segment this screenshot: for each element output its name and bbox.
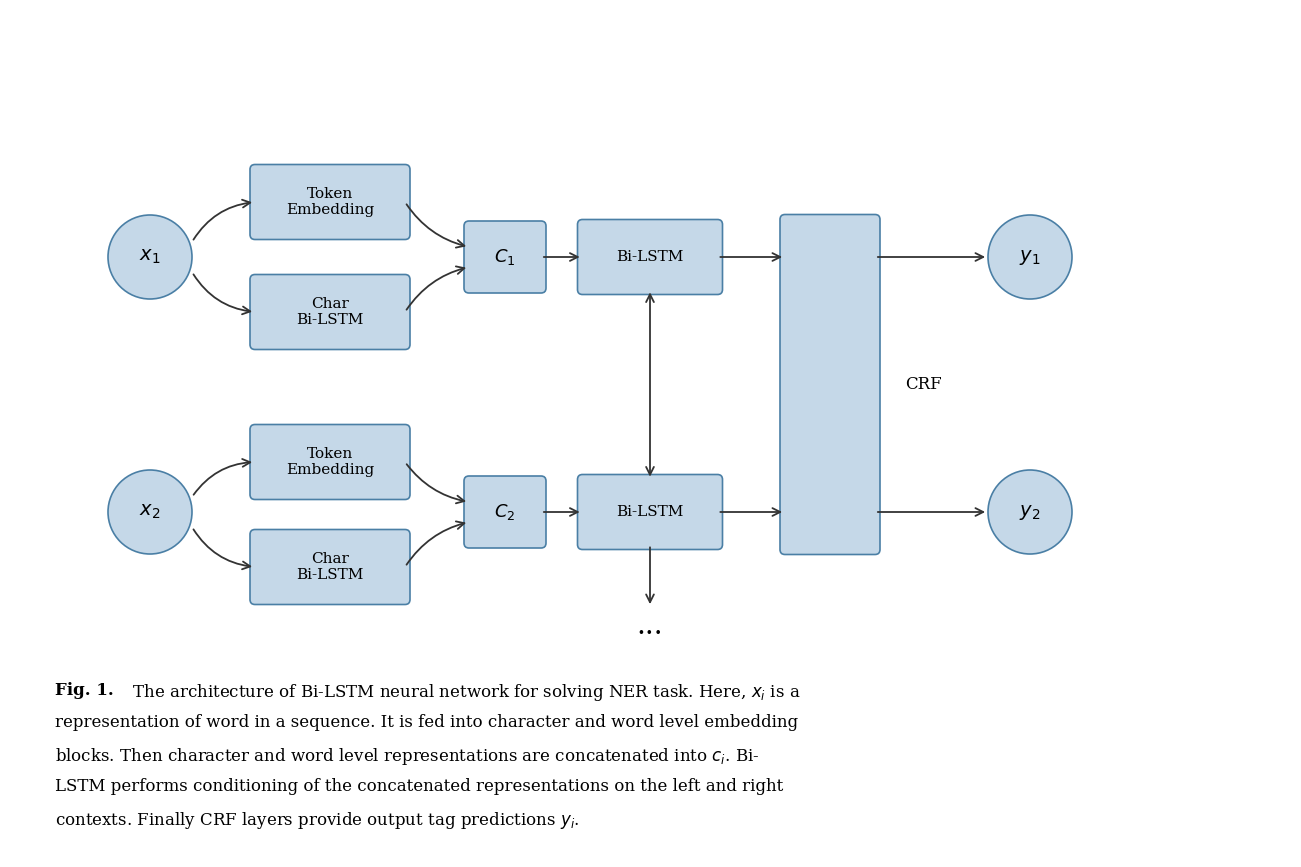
Text: contexts. Finally CRF layers provide output tag predictions $y_i$.: contexts. Finally CRF layers provide out…	[55, 810, 580, 831]
Text: CRF: CRF	[905, 376, 942, 393]
Text: $y_2$: $y_2$	[1020, 503, 1041, 521]
Text: $C_2$: $C_2$	[494, 502, 515, 522]
FancyBboxPatch shape	[781, 214, 879, 555]
Text: blocks. Then character and word level representations are concatenated into $c_i: blocks. Then character and word level re…	[55, 746, 760, 767]
Text: Token
Embedding: Token Embedding	[286, 447, 375, 477]
FancyBboxPatch shape	[250, 275, 410, 349]
Text: Bi-LSTM: Bi-LSTM	[617, 250, 684, 264]
FancyBboxPatch shape	[250, 530, 410, 604]
Text: $x_2$: $x_2$	[139, 503, 160, 521]
FancyBboxPatch shape	[578, 474, 722, 550]
Circle shape	[987, 470, 1072, 554]
Text: Token
Embedding: Token Embedding	[286, 187, 375, 217]
FancyBboxPatch shape	[464, 476, 546, 548]
FancyBboxPatch shape	[578, 219, 722, 295]
Text: Char
Bi-LSTM: Char Bi-LSTM	[297, 552, 364, 582]
Text: representation of word in a sequence. It is fed into character and word level em: representation of word in a sequence. It…	[55, 714, 798, 731]
Text: LSTM performs conditioning of the concatenated representations on the left and r: LSTM performs conditioning of the concat…	[55, 778, 783, 795]
Text: Char
Bi-LSTM: Char Bi-LSTM	[297, 297, 364, 327]
Circle shape	[987, 215, 1072, 299]
FancyBboxPatch shape	[464, 221, 546, 293]
Text: Fig. 1.: Fig. 1.	[55, 682, 113, 699]
Circle shape	[108, 470, 193, 554]
Text: The architecture of Bi-LSTM neural network for solving NER task. Here, $x_i$ is : The architecture of Bi-LSTM neural netwo…	[127, 682, 800, 703]
Text: $C_1$: $C_1$	[494, 247, 515, 267]
Text: Bi-LSTM: Bi-LSTM	[617, 505, 684, 519]
Text: ...: ...	[636, 614, 664, 641]
Text: $y_1$: $y_1$	[1019, 247, 1041, 266]
FancyBboxPatch shape	[250, 425, 410, 499]
Circle shape	[108, 215, 193, 299]
Text: $x_1$: $x_1$	[139, 248, 161, 266]
FancyBboxPatch shape	[250, 165, 410, 239]
